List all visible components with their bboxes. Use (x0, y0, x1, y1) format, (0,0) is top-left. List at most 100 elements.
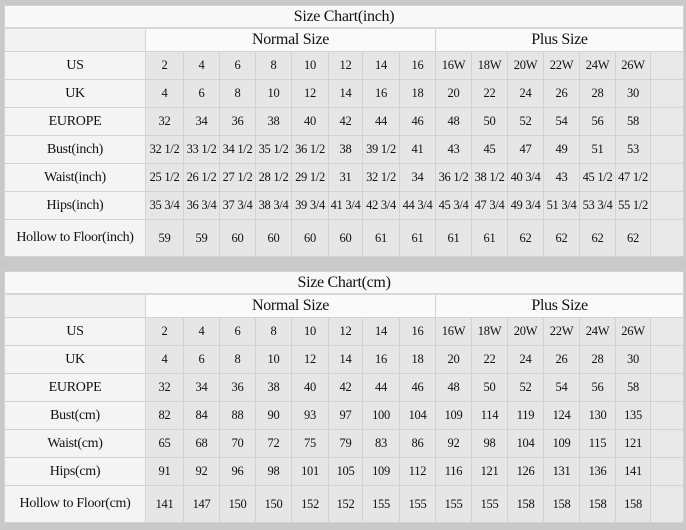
size-cell: 16 (399, 317, 436, 346)
corner-cell (4, 293, 146, 318)
size-cell: 52 (507, 107, 544, 136)
table-row: Hips(inch) 35 3/4 36 3/4 37 3/4 38 3/4 39 3/4… (4, 191, 684, 220)
empty-cell (650, 51, 684, 80)
size-cell: 38 1/2 (471, 163, 508, 192)
size-cell: 8 (255, 317, 292, 346)
size-cell: 90 (255, 401, 292, 430)
size-cell: 38 (328, 135, 363, 164)
group-header-plus: Plus Size (435, 27, 684, 52)
size-cell: 141 (615, 457, 651, 486)
size-cell: 46 (399, 107, 436, 136)
row-label: EUROPE (4, 107, 146, 136)
size-cell: 29 1/2 (291, 163, 329, 192)
size-cell: 22 (471, 79, 508, 108)
size-cell: 47 1/2 (615, 163, 651, 192)
size-cell: 109 (543, 429, 580, 458)
size-cell: 27 1/2 (219, 163, 256, 192)
size-cell: 155 (471, 485, 508, 523)
size-cell: 20W (507, 51, 544, 80)
size-cell: 135 (615, 401, 651, 430)
size-cell: 2 (145, 51, 184, 80)
size-cell: 24W (579, 51, 616, 80)
size-cell: 40 (291, 373, 329, 402)
size-cell: 62 (615, 219, 651, 257)
size-cell: 28 1/2 (255, 163, 292, 192)
table-row: EUROPE 32 34 36 38 40 42 44 46 48 50 52 54 56 58 (4, 373, 685, 402)
size-cell: 12 (291, 345, 329, 374)
size-cell: 10 (255, 345, 292, 374)
size-cell: 96 (219, 457, 256, 486)
size-cell: 14 (362, 317, 400, 346)
size-cell: 32 (145, 373, 184, 402)
size-cell: 112 (399, 457, 436, 486)
size-cell: 61 (435, 219, 472, 257)
size-chart-cm: Size Chart(cm) Normal Size Plus Size US 2 4 6 8… (3, 271, 685, 523)
size-cell: 54 (543, 107, 580, 136)
size-cell: 150 (255, 485, 292, 523)
table-row: UK 4 6 8 10 12 14 16 18 20 22 24 26 28 30 (4, 79, 684, 108)
size-cell: 36 (219, 107, 256, 136)
size-cell: 18W (471, 51, 508, 80)
size-cell: 32 1/2 (362, 163, 400, 192)
size-cell: 47 3/4 (471, 191, 508, 220)
size-cell: 48 (435, 107, 472, 136)
size-cell: 25 1/2 (145, 163, 184, 192)
size-cell: 62 (543, 219, 580, 257)
size-cell: 6 (183, 79, 220, 108)
size-cell: 8 (255, 51, 292, 80)
empty-cell (649, 345, 685, 374)
size-cell: 47 (507, 135, 544, 164)
size-cell: 4 (145, 345, 184, 374)
row-label: Bust(cm) (4, 401, 146, 430)
size-cell: 34 (183, 373, 220, 402)
group-header-plus: Plus Size (434, 293, 685, 318)
row-label: UK (4, 345, 146, 374)
size-cell: 34 (399, 163, 436, 192)
size-cell: 155 (435, 485, 472, 523)
size-cell: 50 (471, 373, 508, 402)
size-cell: 20 (435, 79, 472, 108)
size-cell: 126 (507, 457, 544, 486)
size-cell: 147 (183, 485, 220, 523)
size-cell: 16 (362, 79, 400, 108)
size-cell: 91 (145, 457, 184, 486)
size-cell: 158 (543, 485, 580, 523)
size-cell: 124 (543, 401, 580, 430)
size-cell: 82 (145, 401, 184, 430)
empty-cell (649, 457, 685, 486)
size-cell: 131 (543, 457, 580, 486)
size-cell: 14 (328, 345, 363, 374)
size-cell: 155 (399, 485, 436, 523)
size-cell: 60 (219, 219, 256, 257)
size-cell: 119 (507, 401, 544, 430)
size-cell: 2 (145, 317, 184, 346)
size-cell: 40 3/4 (507, 163, 544, 192)
size-cell: 88 (219, 401, 256, 430)
table-row: Hollow to Floor(inch) 59 59 60 60 60 60 61 61 61 6… (4, 219, 684, 257)
size-cell: 36 1/2 (291, 135, 329, 164)
size-cell: 53 (615, 135, 651, 164)
size-cell: 38 3/4 (255, 191, 292, 220)
size-cell: 48 (435, 373, 472, 402)
size-cell: 26W (615, 51, 651, 80)
size-cell: 152 (328, 485, 363, 523)
size-cell: 20 (435, 345, 472, 374)
size-cell: 30 (615, 345, 651, 374)
size-cell: 141 (145, 485, 184, 523)
size-cell: 60 (328, 219, 363, 257)
chart-title: Size Chart(inch) (4, 5, 684, 29)
size-cell: 158 (615, 485, 651, 523)
size-cell: 42 3/4 (362, 191, 400, 220)
size-cell: 12 (291, 79, 329, 108)
size-cell: 12 (328, 317, 363, 346)
size-cell: 51 3/4 (543, 191, 580, 220)
size-cell: 10 (291, 51, 329, 80)
size-cell: 26 (543, 79, 580, 108)
size-cell: 20W (507, 317, 544, 346)
size-cell: 58 (615, 107, 651, 136)
table-row: Hips(cm) 91 92 96 98 101 105 109 112 116 121 126 131… (4, 457, 685, 486)
size-cell: 58 (615, 373, 651, 402)
row-label: Hips(inch) (4, 191, 146, 220)
size-cell: 14 (362, 51, 400, 80)
row-label: Hollow to Floor(cm) (4, 485, 146, 523)
